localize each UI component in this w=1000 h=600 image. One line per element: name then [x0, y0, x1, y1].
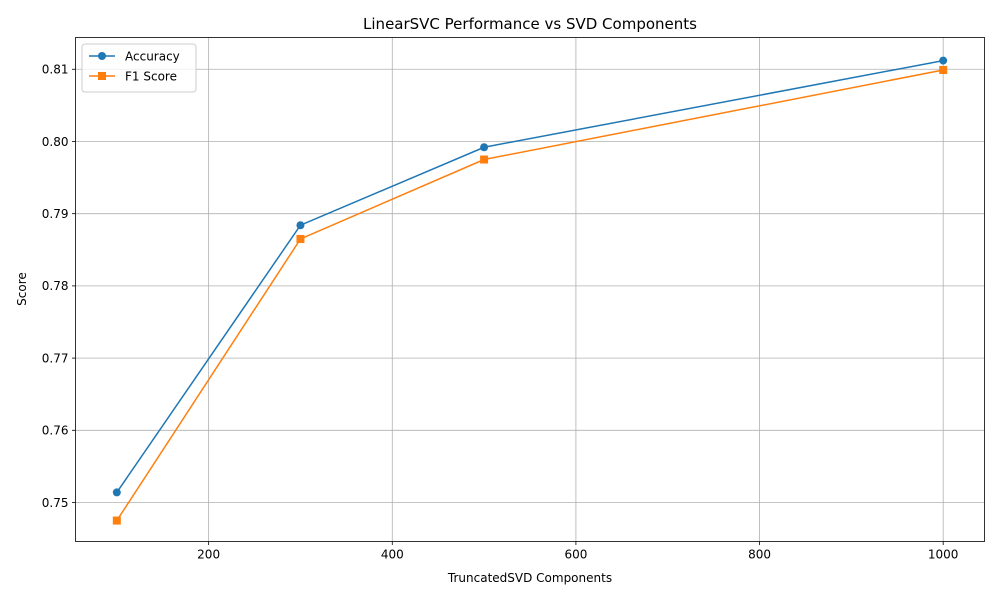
y-tick-label: 0.77 — [42, 351, 69, 365]
y-tick-label: 0.76 — [42, 424, 69, 438]
f1-score-point — [296, 234, 305, 243]
x-axis-ticks: 200 400 600 800 1000 — [197, 541, 959, 562]
y-axis-title: Score — [15, 272, 29, 306]
legend-label-f1-score: F1 Score — [125, 69, 177, 83]
x-tick-label: 400 — [381, 548, 404, 562]
accuracy-point — [296, 221, 305, 230]
legend: Accuracy F1 Score — [81, 43, 197, 93]
accuracy-point — [939, 56, 948, 65]
y-tick-label: 0.75 — [42, 496, 69, 510]
legend-marker-accuracy — [98, 52, 106, 60]
f1-score-point — [939, 65, 948, 74]
accuracy-point — [112, 488, 121, 497]
y-tick-label: 0.80 — [42, 135, 69, 149]
y-axis-ticks: 0.75 0.76 0.77 0.78 0.79 0.80 0.81 — [42, 63, 76, 510]
x-tick-label: 600 — [564, 548, 587, 562]
y-tick-label: 0.78 — [42, 279, 69, 293]
f1-score-point — [480, 155, 489, 164]
accuracy-point — [480, 143, 489, 152]
plot-area-frame — [75, 37, 985, 542]
grid-lines — [75, 37, 985, 542]
x-tick-label: 200 — [197, 548, 220, 562]
chart-title: LinearSVC Performance vs SVD Components — [363, 15, 697, 33]
legend-marker-f1-score — [98, 72, 106, 80]
x-axis-title: TruncatedSVD Components — [447, 571, 612, 585]
y-tick-label: 0.81 — [42, 63, 69, 77]
accuracy-line — [116, 59, 944, 493]
series-layer — [112, 56, 948, 525]
f1-score-line — [116, 69, 944, 521]
y-tick-label: 0.79 — [42, 207, 69, 221]
x-tick-label: 1000 — [928, 548, 959, 562]
legend-label-accuracy: Accuracy — [125, 49, 180, 63]
x-tick-label: 800 — [748, 548, 771, 562]
f1-score-point — [112, 516, 121, 525]
